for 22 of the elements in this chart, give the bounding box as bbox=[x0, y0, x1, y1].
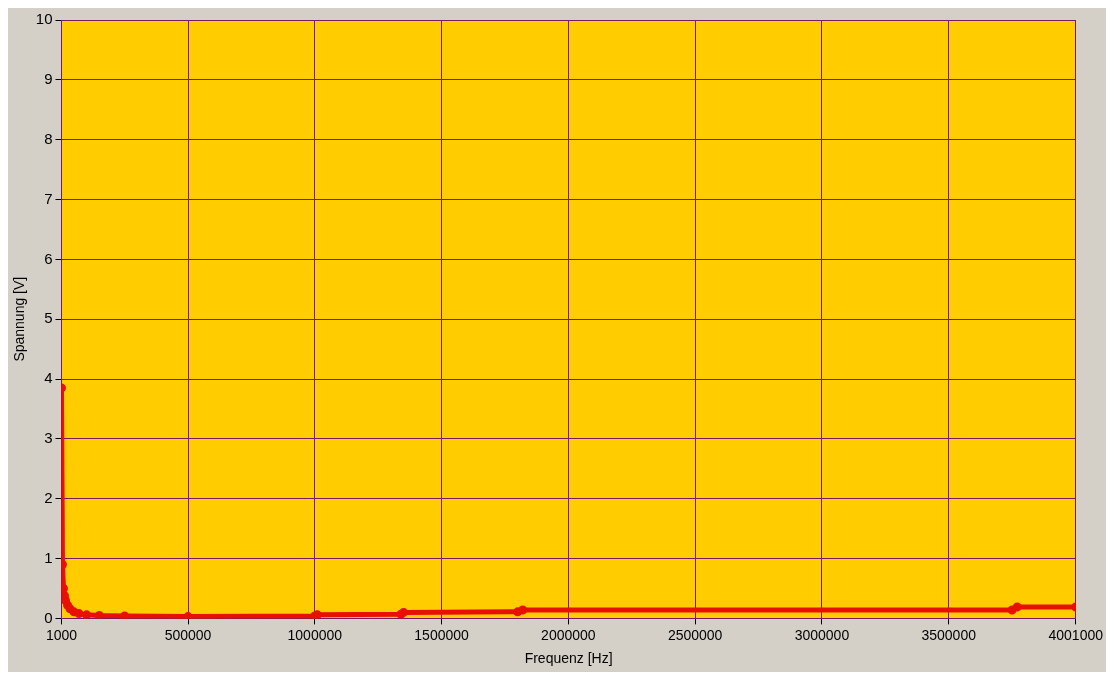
y-tick-label: 0 bbox=[44, 608, 53, 626]
x-tick-label: 1000000 bbox=[287, 626, 343, 643]
x-tick-label: 2500000 bbox=[667, 626, 723, 643]
x-tick-label: 2000000 bbox=[541, 626, 596, 643]
x-tick-label: 1000 bbox=[45, 626, 78, 643]
y-axis-title: Spannung [V] bbox=[11, 276, 28, 362]
y-tick-label: 1 bbox=[44, 548, 53, 566]
x-tick-label: 1500000 bbox=[414, 626, 470, 643]
x-axis-title: Frequenz [Hz] bbox=[524, 650, 613, 667]
x-tick-label: 500000 bbox=[164, 626, 212, 643]
y-tick-label: 7 bbox=[44, 189, 53, 207]
y-tick-label: 4 bbox=[44, 369, 53, 387]
y-tick-label: 2 bbox=[44, 488, 53, 506]
x-tick-label: 4001000 bbox=[1048, 626, 1104, 643]
y-tick-label: 10 bbox=[35, 10, 53, 28]
y-tick-label: 6 bbox=[44, 249, 53, 267]
y-tick-label: 5 bbox=[44, 309, 53, 327]
x-tick-label: 3500000 bbox=[921, 626, 977, 643]
x-tick-label: 3000000 bbox=[794, 626, 850, 643]
y-tick-label: 9 bbox=[44, 69, 53, 87]
y-tick-label: 8 bbox=[44, 129, 53, 147]
y-tick-label: 3 bbox=[44, 429, 53, 447]
